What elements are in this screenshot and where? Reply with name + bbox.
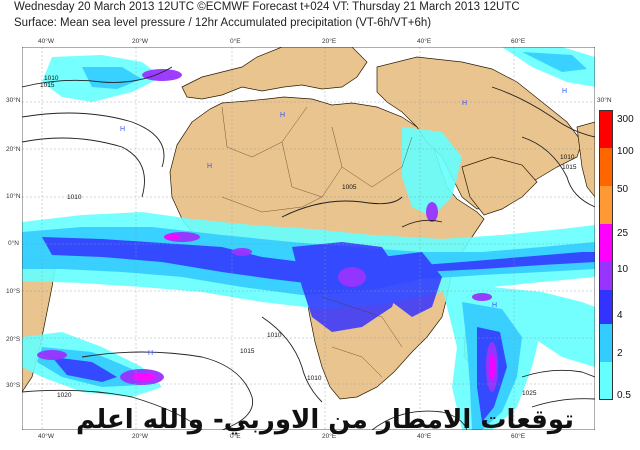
svg-text:H: H bbox=[462, 100, 467, 107]
weather-map: 1010 1015 1010 1005 1010 1015 1020 1010 … bbox=[22, 47, 595, 430]
arabic-caption: توقعات الامطار من الاوربي- والله اعلم bbox=[76, 405, 574, 435]
svg-text:H: H bbox=[562, 88, 567, 95]
india-landmass bbox=[576, 121, 595, 198]
lat-label: 20°S bbox=[6, 336, 21, 343]
legend-swatch bbox=[599, 262, 613, 290]
title-line-1: Wednesday 20 March 2013 12UTC ©ECMWF For… bbox=[14, 1, 520, 13]
lon-label: 40°W bbox=[38, 433, 54, 440]
lat-label: 30°N bbox=[597, 97, 612, 104]
legend-label: 50 bbox=[617, 184, 629, 195]
isobar-label: 1015 bbox=[240, 348, 255, 355]
svg-text:H: H bbox=[207, 163, 212, 170]
legend-swatch bbox=[599, 224, 613, 262]
legend-swatch bbox=[599, 110, 613, 148]
isobar-label: 1010 bbox=[267, 332, 282, 339]
legend-swatch bbox=[599, 148, 613, 186]
lat-label: 20°N bbox=[6, 146, 21, 153]
svg-text:H: H bbox=[120, 126, 125, 133]
lon-label: 60°E bbox=[511, 38, 526, 45]
precip-heavy bbox=[42, 237, 595, 422]
isobar-label: 1005 bbox=[342, 184, 357, 191]
europe-landmass bbox=[181, 47, 368, 100]
legend-swatch bbox=[599, 186, 613, 224]
legend-label: 300 bbox=[617, 114, 634, 125]
legend-label: 2 bbox=[617, 348, 623, 359]
lat-label: 10°N bbox=[6, 193, 21, 200]
legend-swatch bbox=[599, 324, 613, 362]
isobar-label: 1010 bbox=[307, 375, 322, 382]
lon-label: 40°E bbox=[417, 38, 432, 45]
precip-intense bbox=[37, 69, 498, 392]
isobar-label: 1015 bbox=[562, 164, 577, 171]
isobar-labels: 1010 1015 1010 1005 1010 1015 1020 1010 … bbox=[40, 75, 577, 399]
lon-label: 20°W bbox=[132, 433, 148, 440]
legend-frame bbox=[599, 110, 613, 400]
lat-label: 30°S bbox=[6, 382, 21, 389]
legend-label: 0.5 bbox=[617, 390, 631, 401]
isobar-label: 1015 bbox=[40, 82, 55, 89]
isobars bbox=[22, 66, 595, 430]
isobar-label: 1010 bbox=[44, 75, 59, 82]
pressure-centers: H H H H H H H bbox=[120, 88, 567, 357]
title-line-2: Surface: Mean sea level pressure / 12hr … bbox=[14, 17, 432, 29]
lat-label: 10°S bbox=[6, 288, 21, 295]
graticule bbox=[22, 47, 595, 430]
svg-text:H: H bbox=[492, 302, 497, 309]
legend-swatch bbox=[599, 362, 613, 400]
lon-label: 40°E bbox=[417, 433, 432, 440]
country-borders bbox=[221, 106, 413, 378]
lat-label: 0°N bbox=[8, 240, 19, 247]
isobar-label: 1010 bbox=[67, 194, 82, 201]
isobar-label: 1025 bbox=[522, 390, 537, 397]
lon-label: 0°E bbox=[230, 433, 241, 440]
lon-label: 20°E bbox=[322, 433, 337, 440]
legend-label: 4 bbox=[617, 310, 623, 321]
legend-swatch bbox=[599, 290, 613, 324]
lon-label: 40°W bbox=[38, 38, 54, 45]
lon-label: 20°W bbox=[132, 38, 148, 45]
svg-text:H: H bbox=[148, 350, 153, 357]
isobar-label: 1010 bbox=[560, 154, 575, 161]
lat-label: 30°N bbox=[6, 97, 21, 104]
legend-label: 10 bbox=[617, 264, 629, 275]
lon-label: 20°E bbox=[322, 38, 337, 45]
legend-label: 25 bbox=[617, 228, 629, 239]
lon-label: 0°E bbox=[230, 38, 241, 45]
legend-label: 100 bbox=[617, 146, 634, 157]
lon-label: 60°E bbox=[511, 433, 526, 440]
svg-text:H: H bbox=[280, 112, 285, 119]
isobar-label: 1020 bbox=[57, 392, 72, 399]
